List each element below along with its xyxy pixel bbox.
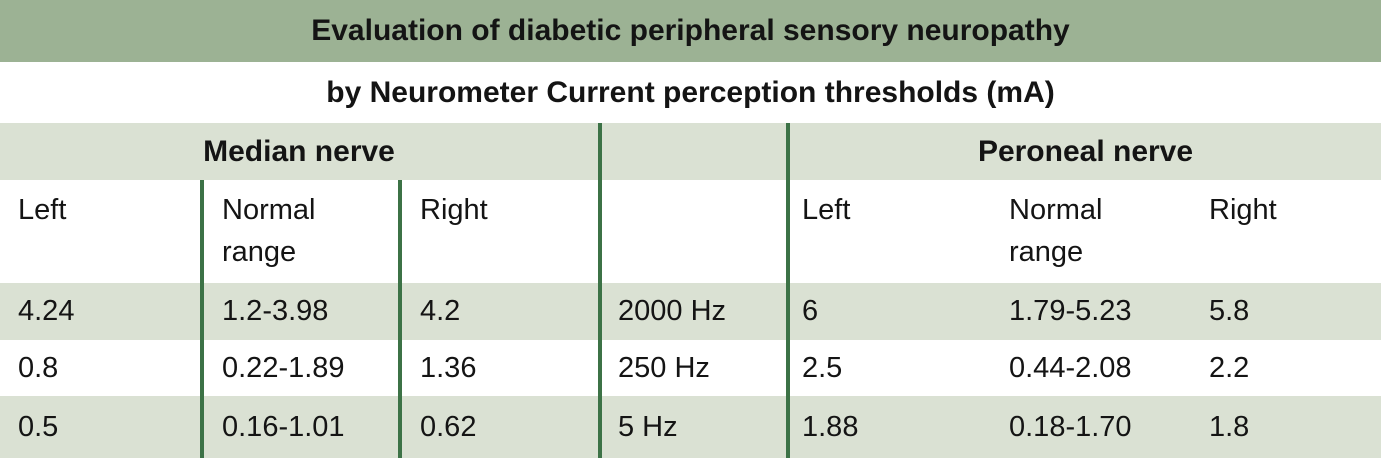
cell-r2-peroneal-right: 2.2	[1191, 340, 1381, 396]
col-header-median-right: Right	[398, 180, 598, 283]
cell-r3-median-normal-range: 0.16-1.01	[200, 396, 398, 458]
cell-r1-peroneal-right: 5.8	[1191, 283, 1381, 340]
cell-r1-median-normal-range: 1.2-3.98	[200, 283, 398, 340]
col-header-peroneal-left: Left	[790, 180, 995, 283]
cell-r2-median-right: 1.36	[398, 340, 598, 396]
cell-r1-median-left: 4.24	[0, 283, 200, 340]
cell-r1-peroneal-normal-range: 1.79-5.23	[995, 283, 1191, 340]
group-header-median-nerve: Median nerve	[0, 123, 598, 180]
table-subtitle: by Neurometer Current perception thresho…	[0, 62, 1381, 123]
cell-r3-peroneal-normal-range: 0.18-1.70	[995, 396, 1191, 458]
col-header-median-left: Left	[0, 180, 200, 283]
cell-r3-median-left: 0.5	[0, 396, 200, 458]
cell-r2-peroneal-normal-range: 0.44-2.08	[995, 340, 1191, 396]
col-header-peroneal-normal-range: Normal range	[995, 180, 1191, 283]
cell-r1-peroneal-left: 6	[790, 283, 995, 340]
bottom-margin	[0, 458, 1381, 472]
col-header-peroneal-right: Right	[1191, 180, 1381, 283]
cell-r3-peroneal-left: 1.88	[790, 396, 995, 458]
table-title: Evaluation of diabetic peripheral sensor…	[0, 0, 1381, 62]
cell-r2-frequency: 250 Hz	[598, 340, 790, 396]
col-header-median-normal-range: Normal range	[200, 180, 398, 283]
cell-r2-median-left: 0.8	[0, 340, 200, 396]
cell-r2-peroneal-left: 2.5	[790, 340, 995, 396]
group-header-peroneal-nerve: Peroneal nerve	[790, 123, 1381, 180]
cell-r3-median-right: 0.62	[398, 396, 598, 458]
cell-r3-frequency: 5 Hz	[598, 396, 790, 458]
cell-r1-frequency: 2000 Hz	[598, 283, 790, 340]
cell-r3-peroneal-right: 1.8	[1191, 396, 1381, 458]
cell-r2-median-normal-range: 0.22-1.89	[200, 340, 398, 396]
col-header-frequency	[598, 180, 790, 283]
cell-r1-median-right: 4.2	[398, 283, 598, 340]
group-header-frequency-spacer	[598, 123, 790, 180]
